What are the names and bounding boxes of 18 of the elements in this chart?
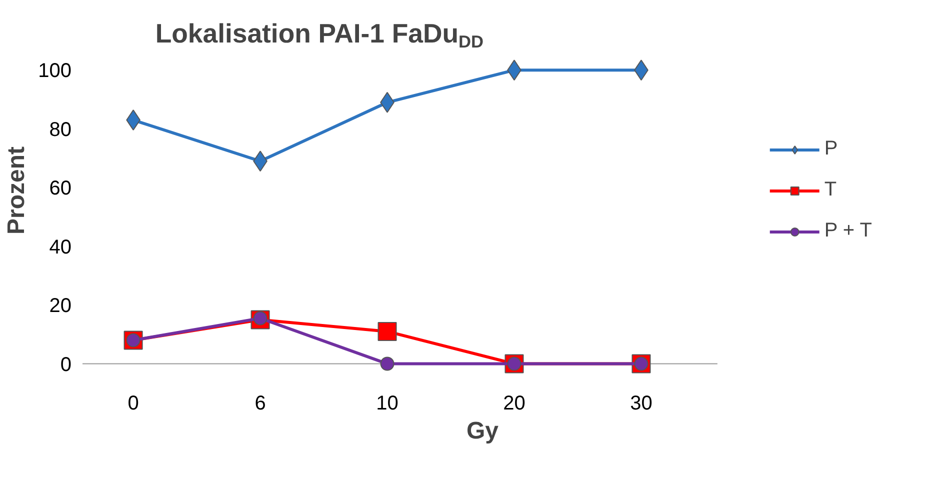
y-tick-label: 40	[49, 236, 72, 258]
y-tick-label: 60	[49, 178, 72, 200]
y-tick-label: 0	[60, 354, 72, 376]
legend-label: P + T	[824, 220, 872, 242]
legend-label: T	[824, 178, 838, 202]
x-tick-label: 20	[503, 392, 526, 414]
x-axis-title: Gy	[466, 418, 500, 444]
point	[378, 322, 397, 341]
y-tick-label: 80	[49, 118, 72, 141]
point	[380, 356, 394, 371]
legend-label: P	[824, 138, 839, 160]
y-tick-label: 100	[38, 60, 72, 82]
x-tick-label: 30	[630, 392, 652, 414]
x-tick-label: 10	[376, 392, 398, 414]
y-tick-label: 20	[49, 295, 72, 318]
y-axis-title: Prozent	[3, 146, 30, 235]
x-tick-label: 6	[254, 392, 266, 414]
x-tick-label: 0	[128, 392, 139, 414]
